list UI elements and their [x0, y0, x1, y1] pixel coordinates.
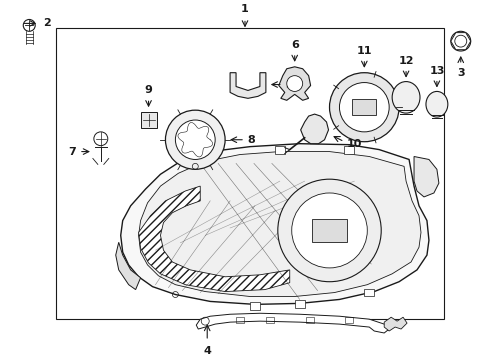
- Polygon shape: [141, 112, 156, 128]
- Bar: [345, 317, 353, 323]
- Text: 12: 12: [398, 56, 413, 66]
- Polygon shape: [300, 114, 328, 144]
- Bar: [305, 317, 313, 323]
- Polygon shape: [278, 67, 310, 100]
- Bar: [364, 289, 373, 297]
- Polygon shape: [413, 157, 438, 197]
- Polygon shape: [384, 317, 406, 331]
- Ellipse shape: [425, 91, 447, 117]
- Polygon shape: [138, 152, 420, 297]
- Bar: [311, 219, 346, 242]
- Bar: [236, 317, 244, 323]
- Bar: [274, 146, 284, 154]
- Text: 3: 3: [456, 68, 464, 78]
- Bar: [352, 99, 375, 115]
- Bar: [56, 28, 443, 319]
- Circle shape: [450, 31, 470, 51]
- Circle shape: [329, 73, 398, 142]
- Circle shape: [94, 132, 107, 146]
- Bar: [294, 301, 304, 308]
- Bar: [344, 146, 354, 154]
- Text: 7: 7: [68, 147, 76, 157]
- Circle shape: [339, 82, 388, 132]
- Circle shape: [277, 179, 381, 282]
- Circle shape: [23, 19, 35, 31]
- Ellipse shape: [391, 82, 419, 113]
- Polygon shape: [121, 144, 428, 305]
- Text: 2: 2: [43, 18, 51, 28]
- Circle shape: [291, 193, 366, 268]
- Polygon shape: [116, 242, 141, 289]
- Text: 1: 1: [241, 4, 248, 14]
- Text: 4: 4: [203, 346, 211, 356]
- Text: 10: 10: [346, 139, 361, 149]
- Circle shape: [175, 120, 215, 159]
- Text: 11: 11: [356, 46, 371, 56]
- Polygon shape: [196, 313, 388, 333]
- Bar: [249, 302, 260, 310]
- Polygon shape: [230, 73, 265, 98]
- Polygon shape: [138, 186, 289, 292]
- Polygon shape: [450, 33, 470, 50]
- Circle shape: [286, 76, 302, 91]
- Text: 8: 8: [246, 135, 254, 145]
- Text: 6: 6: [290, 40, 298, 50]
- Circle shape: [165, 110, 224, 169]
- Text: 5: 5: [284, 80, 292, 90]
- Bar: [265, 317, 273, 323]
- Text: 13: 13: [428, 66, 444, 76]
- Text: 9: 9: [144, 85, 152, 95]
